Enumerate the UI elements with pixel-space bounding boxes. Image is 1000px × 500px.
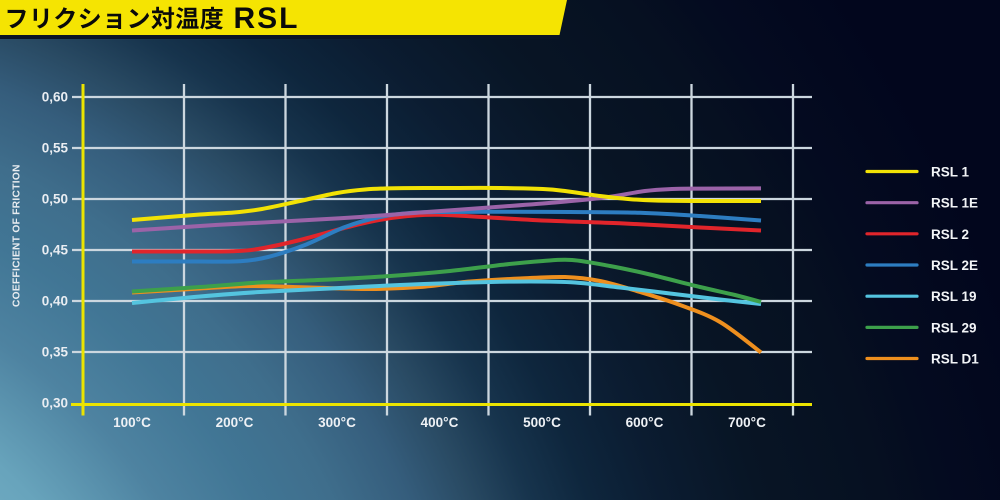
svg-text:RSL 2E: RSL 2E [931,258,978,273]
svg-text:200°C: 200°C [216,415,254,430]
svg-text:0,50: 0,50 [42,192,68,207]
svg-text:100°C: 100°C [113,415,151,430]
svg-text:RSL 29: RSL 29 [931,320,977,335]
svg-text:COEFFICIENT OF FRICTION: COEFFICIENT OF FRICTION [12,164,23,307]
svg-text:700°C: 700°C [728,415,766,430]
svg-text:RSL 2: RSL 2 [931,227,969,242]
svg-text:RSL 1E: RSL 1E [931,196,978,211]
svg-text:0,60: 0,60 [42,90,68,105]
svg-text:0,30: 0,30 [42,396,68,411]
svg-text:RSL 19: RSL 19 [931,289,977,304]
svg-text:RSL 1: RSL 1 [931,165,970,180]
svg-text:0,55: 0,55 [42,141,69,156]
svg-text:600°C: 600°C [626,415,664,430]
svg-text:300°C: 300°C [318,415,356,430]
svg-text:RSL D1: RSL D1 [931,352,979,367]
svg-text:500°C: 500°C [523,415,561,430]
svg-text:400°C: 400°C [421,415,459,430]
svg-text:0,35: 0,35 [42,345,69,360]
svg-text:0,45: 0,45 [42,243,69,258]
svg-text:0,40: 0,40 [42,294,68,309]
svg-text:RSL: RSL [234,2,300,35]
